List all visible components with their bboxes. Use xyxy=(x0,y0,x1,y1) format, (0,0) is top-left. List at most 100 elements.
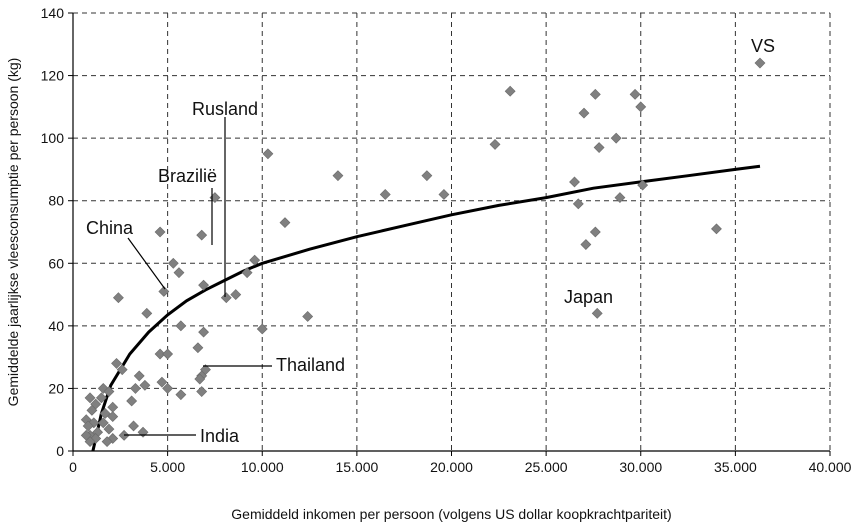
trend-layer xyxy=(91,164,761,452)
data-point xyxy=(175,389,187,401)
y-tick-label: 20 xyxy=(48,380,64,396)
data-point xyxy=(438,189,450,200)
data-point xyxy=(754,57,766,69)
data-point xyxy=(569,176,580,188)
data-point xyxy=(139,379,151,391)
x-tick-label: 30.000 xyxy=(619,459,662,475)
data-point xyxy=(107,401,119,413)
data-point xyxy=(302,311,314,322)
data-point xyxy=(97,383,109,394)
data-point xyxy=(158,286,170,297)
data-point xyxy=(637,179,649,191)
x-tick-label: 35.000 xyxy=(714,459,757,475)
x-tick-label: 10.000 xyxy=(241,459,284,475)
data-point xyxy=(489,138,501,150)
data-point xyxy=(173,267,185,279)
data-point xyxy=(111,357,122,369)
data-point xyxy=(504,85,516,97)
x-tick-label: 25.000 xyxy=(525,459,568,475)
data-point xyxy=(196,229,208,241)
data-point xyxy=(230,289,242,300)
data-point xyxy=(99,408,111,419)
data-point xyxy=(196,386,208,397)
data-point xyxy=(578,107,590,119)
data-point xyxy=(635,101,647,113)
data-point xyxy=(90,433,102,444)
y-axis-title: Gemiddelde jaarlijkse vleesconsumptie pe… xyxy=(5,58,21,407)
grid xyxy=(73,12,831,451)
y-tick-label: 100 xyxy=(41,130,65,146)
x-axis-title: Gemiddeld inkomen per persoon (volgens U… xyxy=(231,506,671,522)
data-point xyxy=(629,88,641,100)
data-point xyxy=(167,257,179,269)
x-tick-label: 20.000 xyxy=(430,459,473,475)
data-point xyxy=(192,342,204,354)
data-point xyxy=(194,373,206,385)
data-point xyxy=(589,226,601,238)
data-point xyxy=(220,292,232,304)
data-point xyxy=(141,307,153,319)
data-point xyxy=(580,239,592,250)
data-point xyxy=(95,392,107,404)
x-tick-label: 15.000 xyxy=(335,459,378,475)
tick-labels: 0 5.000 10.000 15.000 20.000 25.000 30.000 35.0… xyxy=(41,5,852,475)
data-point xyxy=(379,189,391,200)
leader-line-china xyxy=(127,237,166,290)
data-point xyxy=(82,420,94,432)
data-point xyxy=(162,348,174,360)
y-tick-label: 60 xyxy=(48,255,64,271)
data-point xyxy=(126,395,138,407)
data-point xyxy=(156,376,168,388)
data-point xyxy=(97,417,109,429)
data-point xyxy=(279,217,291,229)
data-point xyxy=(614,192,626,204)
data-point xyxy=(116,364,128,376)
data-point xyxy=(154,348,166,360)
x-tick-label: 40.000 xyxy=(809,459,852,475)
annotation-brazili: Brazilië xyxy=(158,166,217,186)
annotation-china: China xyxy=(86,218,134,238)
data-point xyxy=(128,420,139,432)
data-point xyxy=(101,436,113,448)
y-tick-label: 120 xyxy=(41,68,65,84)
annotations: VS Rusland Brazilië China Japan Thailand India xyxy=(86,36,775,446)
data-point xyxy=(249,254,261,266)
x-tick-label: 0 xyxy=(69,459,77,475)
data-point xyxy=(572,198,584,210)
data-point xyxy=(84,392,96,404)
data-point xyxy=(262,148,274,160)
data-point xyxy=(88,417,100,429)
data-point xyxy=(256,323,268,335)
annotation-rusland: Rusland xyxy=(192,99,258,119)
data-point xyxy=(332,170,344,182)
axes xyxy=(68,12,831,456)
data-point xyxy=(130,383,141,394)
data-point xyxy=(84,436,96,448)
x-tick-label: 5.000 xyxy=(150,459,185,475)
trend-line xyxy=(91,164,761,452)
data-point xyxy=(103,386,115,397)
y-tick-label: 140 xyxy=(41,5,65,21)
data-point xyxy=(593,142,605,153)
data-point xyxy=(198,279,210,291)
data-point xyxy=(198,326,210,338)
data-point xyxy=(86,404,98,416)
y-tick-label: 0 xyxy=(56,443,64,459)
data-point xyxy=(175,320,187,332)
data-point xyxy=(591,307,603,319)
data-point xyxy=(589,88,601,100)
annotation-india: India xyxy=(200,426,240,446)
data-point xyxy=(241,267,253,279)
annotation-thailand: Thailand xyxy=(276,355,345,375)
points-layer xyxy=(80,57,766,448)
y-tick-label: 80 xyxy=(48,193,64,209)
annotation-japan: Japan xyxy=(564,287,613,307)
data-point xyxy=(103,423,115,435)
data-point xyxy=(610,132,622,144)
data-point xyxy=(421,170,433,182)
data-point xyxy=(711,223,722,235)
data-point xyxy=(133,370,145,382)
data-point xyxy=(154,226,166,238)
data-point xyxy=(162,383,174,394)
